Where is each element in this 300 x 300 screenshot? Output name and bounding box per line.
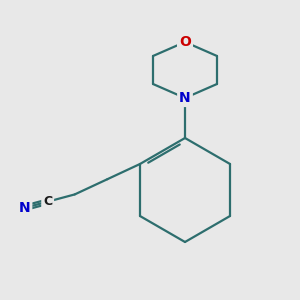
Text: N: N (179, 91, 191, 105)
Text: N: N (19, 201, 30, 215)
Text: C: C (43, 195, 52, 208)
Text: O: O (179, 35, 191, 49)
